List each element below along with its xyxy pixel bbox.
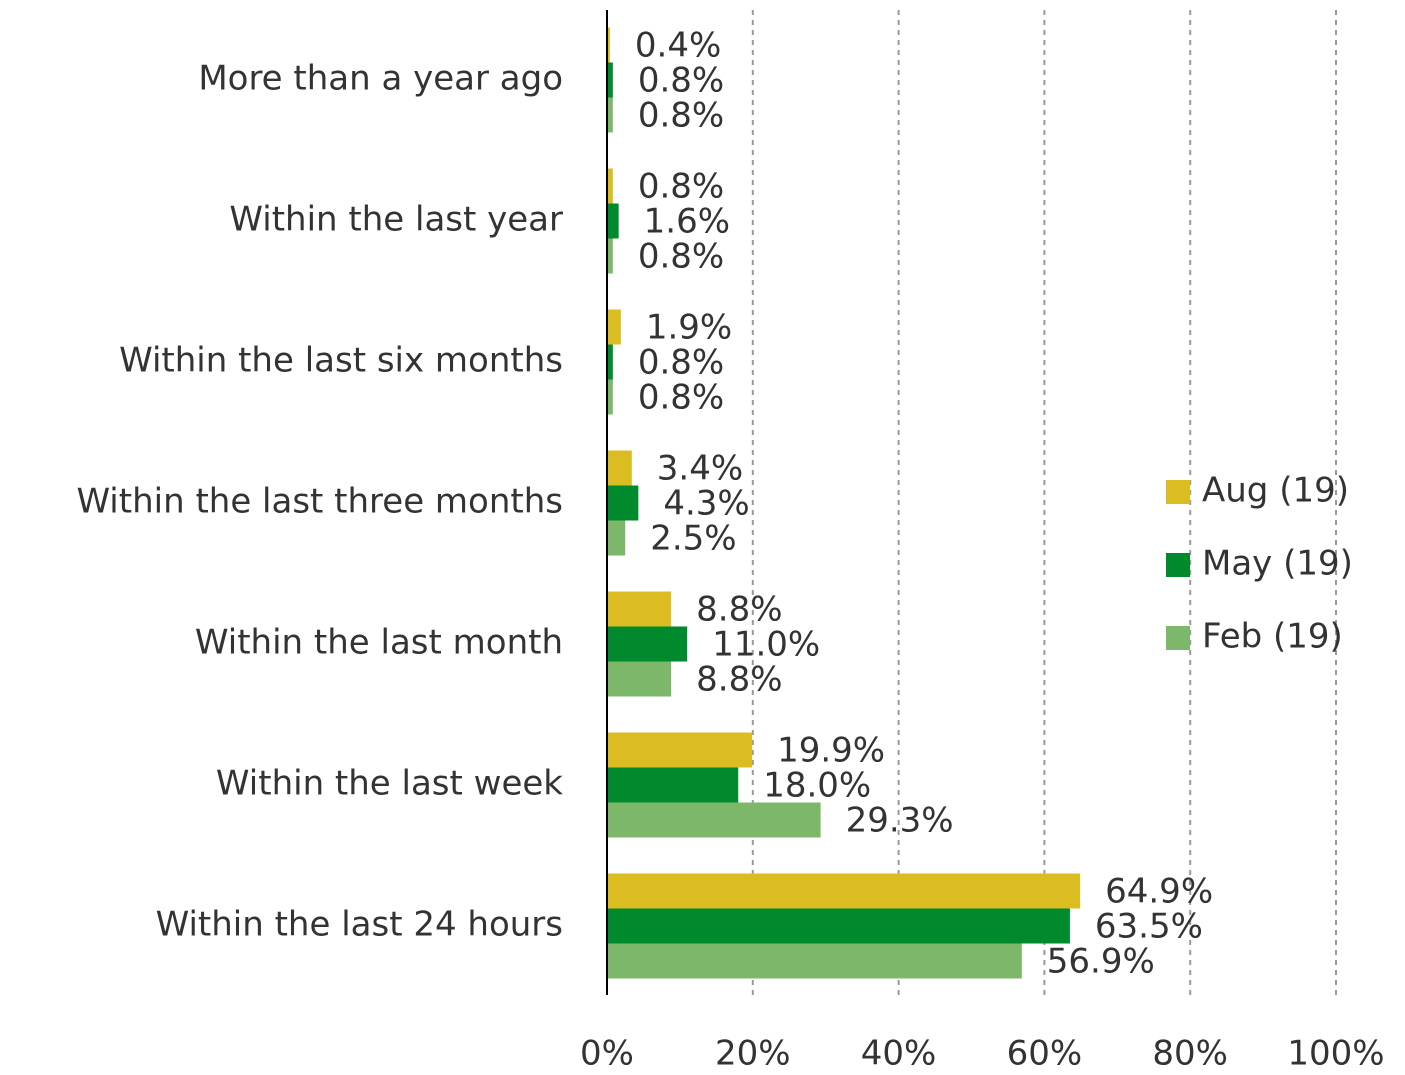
- bar: [607, 203, 619, 239]
- value-label: 29.3%: [846, 801, 954, 841]
- y-tick-label: More than a year ago: [198, 59, 563, 99]
- value-label: 56.9%: [1047, 942, 1155, 982]
- value-label: 4.3%: [663, 484, 749, 524]
- bar: [607, 344, 613, 380]
- value-label: 2.5%: [650, 519, 736, 559]
- bar: [607, 62, 613, 98]
- x-tick-label: 60%: [1007, 1034, 1083, 1074]
- bar: [607, 379, 613, 415]
- bar: [607, 873, 1081, 909]
- value-label: 63.5%: [1095, 907, 1203, 947]
- value-label: 8.8%: [696, 660, 782, 700]
- bar: [607, 450, 632, 486]
- value-label: 0.8%: [638, 237, 724, 277]
- value-label: 64.9%: [1105, 872, 1213, 912]
- bar: [607, 943, 1022, 979]
- x-tick-label: 0%: [580, 1034, 634, 1074]
- legend-swatch: [1166, 626, 1190, 650]
- bar: [607, 591, 672, 627]
- x-tick-label: 40%: [861, 1034, 937, 1074]
- legend-swatch: [1166, 480, 1190, 504]
- value-label: 3.4%: [657, 449, 743, 489]
- value-label: 0.8%: [638, 96, 724, 136]
- bar: [607, 27, 610, 63]
- x-tick-label: 80%: [1152, 1034, 1228, 1074]
- legend-swatch: [1166, 553, 1190, 577]
- y-tick-label: Within the last three months: [76, 482, 563, 522]
- y-tick-label: Within the last 24 hours: [156, 905, 563, 945]
- x-tick-label: 100%: [1287, 1034, 1384, 1074]
- bar: [607, 520, 626, 556]
- value-label: 11.0%: [712, 625, 820, 665]
- y-tick-label: Within the last year: [229, 200, 563, 240]
- y-tick-label: Within the last week: [216, 764, 563, 804]
- legend-label: Feb (19): [1202, 617, 1343, 657]
- value-label: 8.8%: [696, 590, 782, 630]
- bar: [607, 485, 639, 521]
- legend-label: May (19): [1202, 544, 1353, 584]
- bar: [607, 802, 821, 838]
- value-label: 0.8%: [638, 167, 724, 207]
- value-label: 1.9%: [646, 308, 732, 348]
- bar: [607, 661, 672, 697]
- bar: [607, 732, 753, 768]
- bar: [607, 97, 613, 133]
- value-label: 0.4%: [635, 26, 721, 66]
- value-label: 0.8%: [638, 61, 724, 101]
- value-label: 18.0%: [763, 766, 871, 806]
- bar: [607, 238, 613, 274]
- legend-label: Aug (19): [1202, 471, 1349, 511]
- x-tick-label: 20%: [715, 1034, 791, 1074]
- bar: [607, 908, 1070, 944]
- bar: [607, 767, 739, 803]
- y-tick-label: Within the last month: [195, 623, 563, 663]
- bar: [607, 309, 621, 345]
- value-label: 1.6%: [644, 202, 730, 242]
- value-label: 0.8%: [638, 343, 724, 383]
- value-label: 0.8%: [638, 378, 724, 418]
- y-tick-label: Within the last six months: [119, 341, 563, 381]
- value-label: 19.9%: [777, 731, 885, 771]
- bar: [607, 168, 613, 204]
- bar: [607, 626, 688, 662]
